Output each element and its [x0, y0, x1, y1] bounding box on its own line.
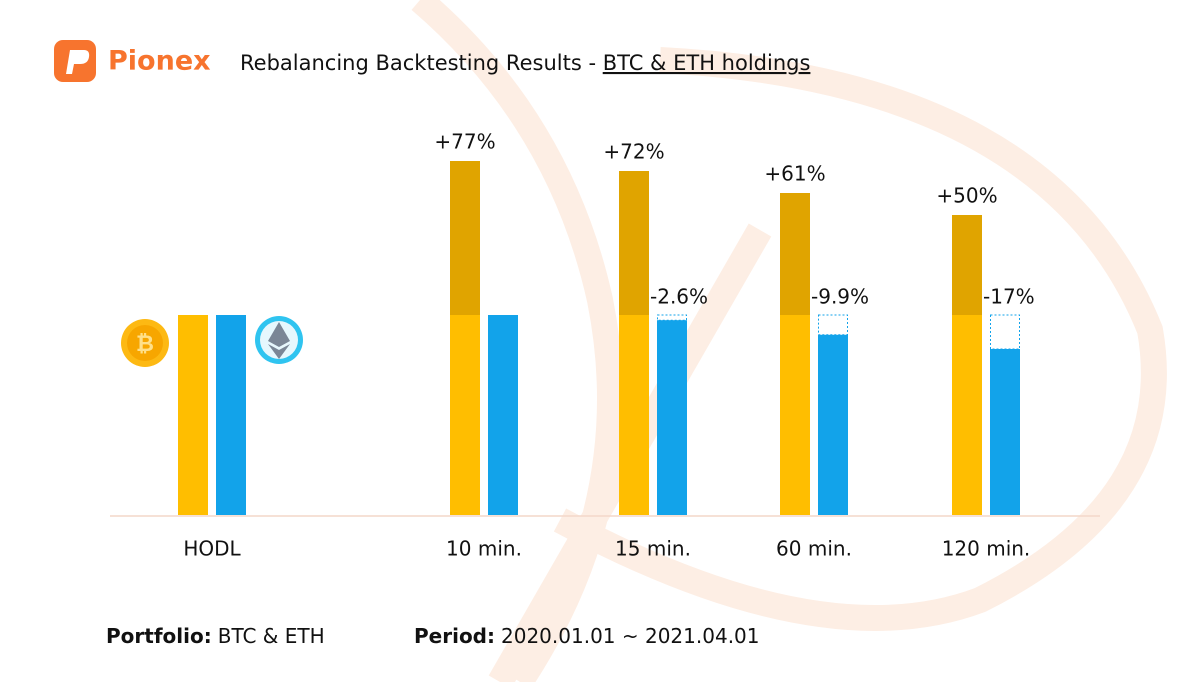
- eth-icon: [255, 316, 303, 364]
- x-tick-label: 120 min.: [942, 537, 1031, 561]
- bar: [488, 315, 518, 515]
- svg-text:₿: ₿: [136, 332, 154, 357]
- hodl-portion: [619, 315, 649, 515]
- portfolio-value: BTC & ETH: [218, 624, 325, 648]
- title-text: Rebalancing Backtesting Results -: [240, 51, 603, 75]
- bar: [818, 334, 848, 515]
- bar: [216, 315, 246, 515]
- value-label: +72%: [603, 140, 664, 164]
- chart-title: Rebalancing Backtesting Results - BTC & …: [240, 51, 810, 75]
- hodl-portion: [450, 315, 480, 515]
- hodl-portion: [952, 315, 982, 515]
- value-label: -17%: [983, 285, 1035, 309]
- bar: [657, 320, 687, 515]
- loss-outline: [818, 314, 848, 336]
- brand-logo: [54, 40, 96, 82]
- loss-outline: [657, 314, 687, 321]
- plot: HODL 10 min. +77% 15 min. +72% -2.6% 60 min. +6…: [178, 130, 1035, 561]
- footer-portfolio: Portfolio: BTC & ETH: [106, 624, 325, 648]
- x-tick-label: 60 min.: [776, 537, 852, 561]
- value-label: -9.9%: [811, 285, 869, 309]
- x-tick-label: HODL: [183, 537, 241, 561]
- x-tick-label: 15 min.: [615, 537, 691, 561]
- value-label: -2.6%: [650, 285, 708, 309]
- x-tick-label: 10 min.: [446, 537, 522, 561]
- hodl-portion: [780, 315, 810, 515]
- period-value: 2020.01.01 ~ 2021.04.01: [501, 624, 760, 648]
- bar: [990, 349, 1020, 515]
- brand-name: Pionex: [108, 46, 211, 77]
- value-label: +77%: [434, 130, 495, 154]
- footer-period: Period: 2020.01.01 ~ 2021.04.01: [414, 624, 760, 648]
- value-label: +61%: [764, 162, 825, 186]
- loss-outline: [990, 314, 1020, 350]
- hodl-portion: [178, 315, 208, 515]
- value-label: +50%: [936, 184, 997, 208]
- btc-icon: ₿: [121, 319, 169, 367]
- portfolio-label: Portfolio:: [106, 624, 212, 648]
- title-link: BTC & ETH holdings: [603, 51, 811, 75]
- period-label: Period:: [414, 624, 495, 648]
